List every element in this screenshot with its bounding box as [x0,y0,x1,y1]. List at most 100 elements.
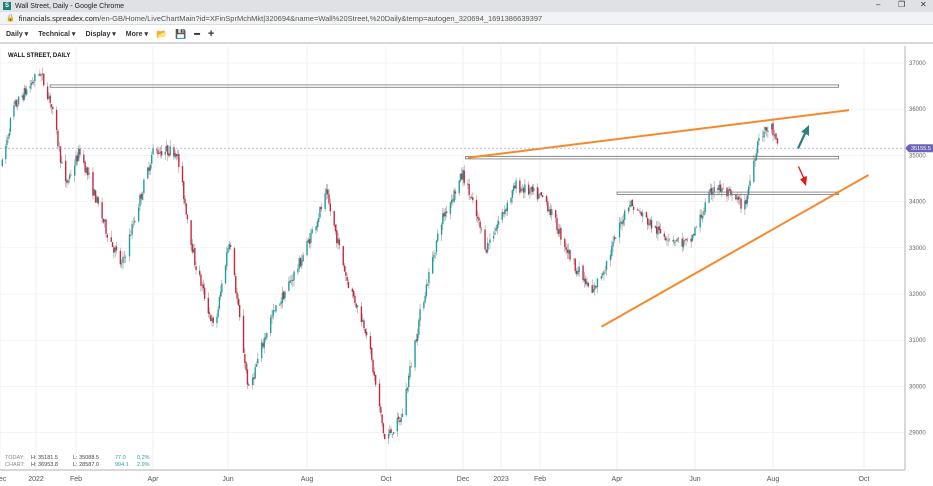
candle-body [115,246,118,251]
candle [506,199,508,216]
candle-body [281,292,284,303]
zoom-in-icon[interactable]: + [207,28,215,40]
candle [246,364,249,390]
candle-body [347,281,350,289]
x-tick-label: Dec [457,476,470,483]
candle [262,340,264,350]
candle [545,194,548,206]
candle [415,333,417,343]
candle-body [772,123,774,136]
candle-body [536,187,539,200]
candle-body [178,153,180,167]
display-menu[interactable]: Display ▾ [85,31,116,38]
candle-body [58,146,60,148]
candle [426,282,429,286]
candle-body [26,89,28,95]
candle [547,197,549,213]
candle-body [113,247,115,253]
candle-body [202,284,205,289]
candle [251,373,254,390]
close-button[interactable]: ✕ [920,0,927,9]
candle-body [764,126,767,131]
candle [554,209,557,223]
candle-body [226,252,228,267]
candle-body [229,245,232,248]
horizontal-level-line [49,84,840,88]
candle [515,177,517,194]
candle [758,133,760,146]
minimize-button[interactable]: – [876,0,881,9]
candle-body [496,224,499,229]
candle [549,203,552,219]
candle [693,233,695,239]
zoom-out-icon[interactable]: ━ [194,28,200,39]
candle [186,213,189,224]
candle-body [343,265,346,272]
candle [316,219,319,232]
folder-open-icon[interactable]: 📂 [155,28,168,39]
candle-body [13,105,15,117]
candle-body [266,332,268,338]
candle-body [504,210,506,215]
y-tick-label: 33000 [909,246,926,252]
candle-body [462,169,464,180]
candle-body [551,209,553,216]
candle [373,367,376,382]
candle [478,213,480,227]
candle [64,154,67,188]
candle-body [92,172,94,196]
candle [681,232,683,252]
candle [485,249,487,254]
candle-body [565,246,567,251]
candle [753,154,755,184]
candle [190,220,192,251]
candle-body [484,229,486,250]
candle [58,142,60,152]
candle [621,215,623,231]
candle [124,254,127,263]
candle [30,80,33,90]
candle-body [216,316,218,323]
candle [601,271,604,278]
candle-body [765,127,768,131]
address-bar[interactable]: 🔒 financials.spreadex.com/en-GB/Home/Liv… [0,12,933,25]
restore-button[interactable]: ❐ [898,0,906,9]
candle-body [34,74,36,82]
candle [290,275,293,286]
candle-body [392,431,395,435]
candle-body [510,197,512,203]
candle-body [657,227,659,235]
candle [510,197,512,206]
candle [354,292,356,306]
more-menu[interactable]: More ▾ [125,31,148,38]
x-tick-label: Jun [222,476,233,483]
candle [203,283,206,301]
candle [600,273,603,281]
daily-menu[interactable]: Daily ▾ [6,31,29,38]
candle-body [52,106,54,110]
candle [495,224,497,232]
candle-body [254,367,256,379]
candle [167,144,169,162]
candle [41,67,44,81]
candle [347,279,350,289]
candle [137,203,140,223]
candle-body [48,96,50,99]
candle [684,239,686,245]
candle [566,244,569,260]
candle-body [185,203,187,215]
candle [629,200,631,212]
candle-body [718,184,720,190]
candle-body [746,195,749,204]
candle-body [486,242,489,253]
arrow-down-icon [798,166,807,186]
candle-body [600,276,603,279]
candle [719,180,722,193]
technical-menu[interactable]: Technical ▾ [38,31,76,38]
save-icon[interactable]: 💾 [175,28,187,39]
candle [104,218,106,228]
candle-body [453,190,455,202]
candle [556,214,558,234]
candle [74,159,76,183]
